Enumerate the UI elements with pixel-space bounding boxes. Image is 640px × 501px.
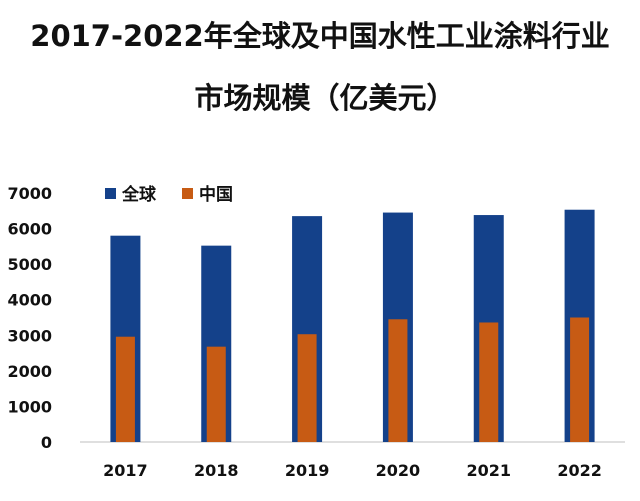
bar-china-2019	[297, 334, 317, 442]
x-tick-label-2022: 2022	[557, 461, 602, 480]
bar-china-2017	[115, 336, 135, 442]
chart-title-line1: 2017-2022年全球及中国水性工业涂料行业	[30, 19, 610, 53]
x-tick-label-2018: 2018	[194, 461, 239, 480]
bar-china-2022	[570, 317, 590, 442]
y-tick-label: 5000	[7, 255, 52, 274]
bar-china-2018	[206, 346, 226, 442]
legend-swatch-1	[182, 188, 193, 199]
chart-bars	[110, 209, 595, 442]
y-tick-label: 4000	[7, 291, 52, 310]
chart-title-line2: 市场规模（亿美元）	[194, 81, 456, 115]
chart-legend: 全球 中国	[105, 184, 233, 205]
legend-label-0: 全球	[121, 184, 157, 205]
x-tick-label-2020: 2020	[376, 461, 421, 480]
y-tick-label: 6000	[7, 220, 52, 239]
legend-label-1: 中国	[199, 184, 233, 205]
bar-china-2021	[479, 322, 499, 442]
x-axis: 2017 2018 2019 2020 2021 2022	[80, 441, 625, 480]
y-tick-label: 2000	[7, 362, 52, 381]
x-tick-label-2017: 2017	[103, 461, 148, 480]
y-tick-label: 7000	[7, 184, 52, 203]
y-axis: 0 1000 2000 3000 4000 5000 6000 7000	[7, 184, 52, 452]
y-tick-label: 1000	[7, 397, 52, 416]
bar-china-2020	[388, 319, 408, 442]
x-tick-label-2019: 2019	[285, 461, 330, 480]
y-tick-label: 0	[41, 433, 52, 452]
y-tick-label: 3000	[7, 326, 52, 345]
legend-swatch-0	[105, 188, 116, 199]
x-tick-label-2021: 2021	[466, 461, 511, 480]
